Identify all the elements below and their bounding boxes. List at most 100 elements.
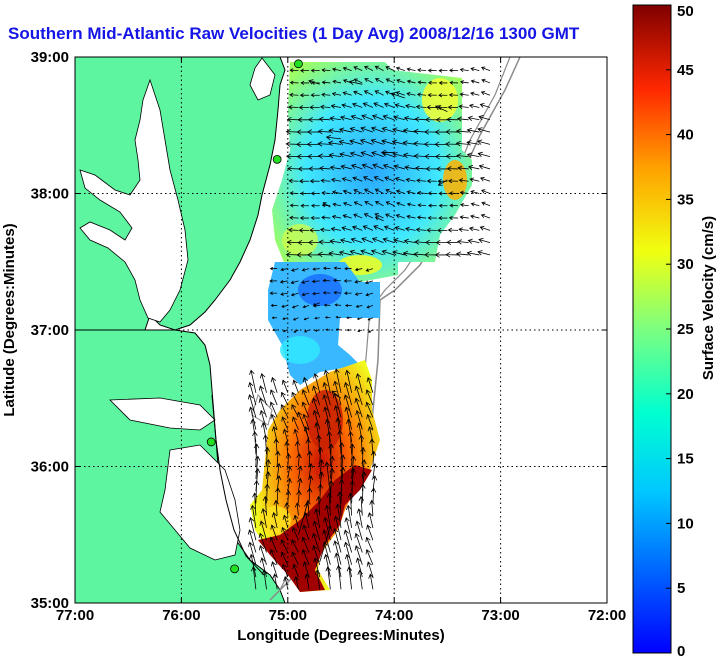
velocity-vector xyxy=(350,114,363,121)
velocity-vector xyxy=(434,252,448,258)
velocity-vector xyxy=(247,394,257,418)
velocity-vector xyxy=(285,153,299,160)
velocity-vector xyxy=(339,152,352,158)
velocity-vector xyxy=(302,413,310,430)
velocity-vector xyxy=(392,250,405,256)
velocity-vector xyxy=(478,115,491,121)
velocity-vector xyxy=(365,548,374,565)
velocity-vector xyxy=(416,215,427,220)
velocity-vector xyxy=(317,251,331,258)
velocity-vector xyxy=(348,79,363,86)
velocity-vector xyxy=(288,104,299,110)
velocity-vector xyxy=(288,227,299,233)
radar-station-marker xyxy=(206,437,216,447)
velocity-vector xyxy=(416,178,427,183)
velocity-vector xyxy=(317,153,331,159)
velocity-vector xyxy=(285,489,292,504)
velocity-vector xyxy=(299,215,310,221)
radar-stations xyxy=(206,59,303,574)
velocity-vector xyxy=(360,249,374,256)
velocity-vector xyxy=(318,116,331,122)
velocity-vector xyxy=(403,152,416,159)
velocity-vector xyxy=(293,329,299,333)
velocity-vector xyxy=(371,151,384,158)
velocity-vector xyxy=(340,164,352,170)
velocity-vector xyxy=(331,177,342,183)
velocity-vector xyxy=(445,153,459,160)
velocity-vector xyxy=(343,529,353,553)
velocity-vector xyxy=(296,453,302,467)
velocity-vector xyxy=(343,394,353,418)
velocity-vector xyxy=(289,92,299,98)
velocity-vector xyxy=(344,369,353,393)
velocity-vector xyxy=(435,239,448,246)
velocity-vector xyxy=(328,443,334,467)
velocity-vector xyxy=(466,250,480,257)
velocity-vector xyxy=(310,215,320,221)
velocity-vector xyxy=(395,66,405,72)
velocity-vector xyxy=(323,406,331,430)
velocity-vector xyxy=(284,440,290,455)
velocity-vector xyxy=(307,129,320,135)
velocity-vector xyxy=(370,487,377,504)
velocity-vector xyxy=(328,128,342,134)
velocity-vector xyxy=(372,163,384,170)
velocity-vector xyxy=(325,566,331,590)
velocity-vector xyxy=(414,239,427,245)
velocity-vector xyxy=(294,502,301,516)
velocity-vector xyxy=(417,67,427,73)
velocity-vector xyxy=(355,520,363,541)
velocity-vector xyxy=(367,317,374,321)
velocity-vector xyxy=(319,525,333,563)
velocity-vector xyxy=(250,566,257,590)
velocity-vector xyxy=(292,317,299,321)
velocity-vector xyxy=(280,292,288,296)
velocity-vector xyxy=(390,92,405,99)
velocity-vector xyxy=(290,280,299,285)
velocity-vector xyxy=(349,249,363,256)
velocity-patch-hatteras-max xyxy=(258,465,372,592)
velocity-vector xyxy=(297,117,310,123)
velocity-vector xyxy=(282,514,289,529)
velocity-vector xyxy=(327,140,342,146)
velocity-vector xyxy=(333,290,342,295)
velocity-vector xyxy=(299,178,310,184)
colorbar xyxy=(632,4,672,654)
y-axis-label: Latitude (Degrees:Minutes) xyxy=(1,223,18,416)
velocity-vector xyxy=(248,381,257,406)
velocity-vector xyxy=(333,540,342,565)
velocity-vector xyxy=(364,280,374,285)
velocity-vector xyxy=(258,532,267,553)
velocity-vector xyxy=(269,389,278,406)
velocity-vector xyxy=(360,446,366,467)
velocity-vector xyxy=(289,68,299,73)
velocity-field-north xyxy=(272,62,472,282)
velocity-vector xyxy=(395,213,405,219)
velocity-vector xyxy=(345,504,353,528)
velocity-vector xyxy=(282,428,289,443)
velocity-vector xyxy=(426,105,437,110)
radar-station-marker xyxy=(272,154,282,164)
velocity-vector xyxy=(312,267,320,271)
velocity-vector xyxy=(426,178,437,184)
velocity-vector xyxy=(324,316,331,319)
velocity-vector xyxy=(480,66,491,72)
velocity-vector xyxy=(322,381,331,406)
velocity-vector xyxy=(342,66,352,72)
velocity-vector xyxy=(456,116,469,122)
velocity-vector xyxy=(303,512,310,529)
velocity-vector xyxy=(330,104,342,109)
velocity-vector xyxy=(322,541,331,565)
velocity-vector xyxy=(270,524,278,541)
velocity-vector xyxy=(415,227,427,233)
velocity-vector xyxy=(405,103,416,109)
velocity-vector xyxy=(311,397,321,418)
velocity-vector xyxy=(353,213,363,219)
velocity-vector xyxy=(349,139,363,145)
velocity-vector xyxy=(458,227,469,232)
velocity-vector xyxy=(459,80,469,85)
velocity-patch xyxy=(282,224,318,256)
velocity-vector xyxy=(249,553,257,578)
velocity-vector xyxy=(258,385,267,406)
velocity-vector xyxy=(303,317,310,321)
